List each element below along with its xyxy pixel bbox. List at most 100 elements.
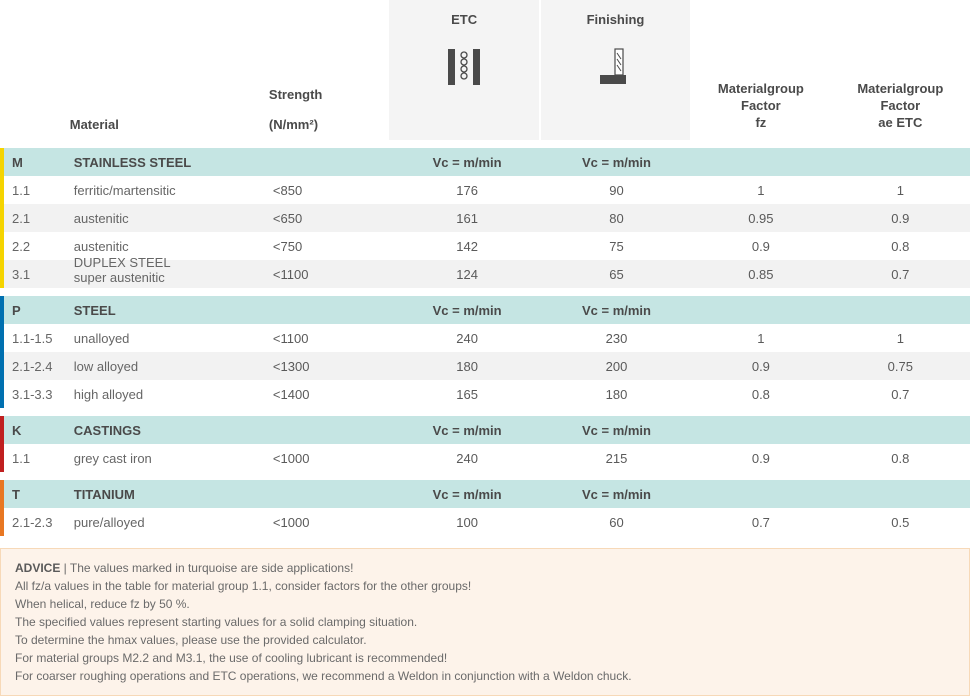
section-title: CASTINGS <box>74 423 273 438</box>
row-material: high alloyed <box>74 387 273 402</box>
row-fin: 230 <box>542 331 691 346</box>
advice-line: When helical, reduce fz by 50 %. <box>15 597 190 611</box>
row-strength: <1400 <box>273 387 393 402</box>
section-header: TTITANIUM Vc = m/minVc = m/min <box>0 480 970 508</box>
row-fin: 75 <box>542 239 691 254</box>
row-ae: 0.8 <box>831 451 970 466</box>
section-T: TTITANIUM Vc = m/minVc = m/min 2.1-2.3pure… <box>0 480 970 536</box>
section-code: T <box>4 487 74 502</box>
section-M: MSTAINLESS STEELVc = m/minVc = m/min1.1f… <box>0 148 970 288</box>
table-header: Material Strength (N/mm²) ETC Finishing <box>0 0 970 140</box>
row-strength: <1000 <box>273 451 393 466</box>
vc-label: Vc = m/min <box>542 487 691 502</box>
row-material: unalloyed <box>74 331 273 346</box>
finishing-icon <box>598 47 632 87</box>
row-material: austenitic <box>74 211 273 226</box>
etc-icon <box>447 47 481 87</box>
row-fz: 0.9 <box>691 359 830 374</box>
section-code: P <box>4 303 74 318</box>
row-etc: 176 <box>392 183 541 198</box>
section-title: STAINLESS STEEL <box>74 155 273 170</box>
row-fz: 0.8 <box>691 387 830 402</box>
table-row: 1.1-1.5unalloyed<110024023011 <box>0 324 970 352</box>
row-strength: <750 <box>273 239 393 254</box>
header-etc: ETC <box>451 12 477 27</box>
advice-line: To determine the hmax values, please use… <box>15 633 367 647</box>
row-ae: 0.7 <box>831 387 970 402</box>
row-strength: <1100 <box>273 331 393 346</box>
row-fz: 0.9 <box>691 451 830 466</box>
vc-label: Vc = m/min <box>392 487 541 502</box>
row-ae: 0.9 <box>831 211 970 226</box>
row-code: 2.2 <box>4 239 74 254</box>
section-header: PSTEELVc = m/minVc = m/min <box>0 296 970 324</box>
header-factor-ae: Materialgroup Factor ae ETC <box>831 81 970 132</box>
header-material: Material <box>70 117 269 132</box>
advice-box: ADVICE | The values marked in turquoise … <box>0 548 970 696</box>
row-code: 2.1 <box>4 211 74 226</box>
row-etc: 180 <box>392 359 541 374</box>
row-etc: 240 <box>392 331 541 346</box>
row-fin: 90 <box>542 183 691 198</box>
row-fz: 0.95 <box>691 211 830 226</box>
row-strength: <650 <box>273 211 393 226</box>
advice-line: All fz/a values in the table for materia… <box>15 579 471 593</box>
advice-line: For coarser roughing operations and ETC … <box>15 669 632 683</box>
table-row: 2.1-2.3pure/alloyed<1000100600.70.5 <box>0 508 970 536</box>
row-code: 2.1-2.3 <box>4 515 74 530</box>
row-fin: 215 <box>542 451 691 466</box>
section-P: PSTEELVc = m/minVc = m/min1.1-1.5unalloy… <box>0 296 970 408</box>
section-header: MSTAINLESS STEELVc = m/minVc = m/min <box>0 148 970 176</box>
row-code: 1.1 <box>4 451 74 466</box>
row-ae: 0.7 <box>831 267 970 282</box>
row-material: pure/alloyed <box>74 515 273 530</box>
row-strength: <850 <box>273 183 393 198</box>
row-fz: 1 <box>691 183 830 198</box>
row-material: low alloyed <box>74 359 273 374</box>
row-ae: 0.5 <box>831 515 970 530</box>
table-row: 2.1austenitic<650161800.950.9 <box>0 204 970 232</box>
advice-line: For material groups M2.2 and M3.1, the u… <box>15 651 447 665</box>
row-etc: 161 <box>392 211 541 226</box>
row-code: 2.1-2.4 <box>4 359 74 374</box>
header-strength: Strength <box>269 87 389 102</box>
vc-label: Vc = m/min <box>392 303 541 318</box>
row-etc: 100 <box>392 515 541 530</box>
row-etc: 165 <box>392 387 541 402</box>
vc-label: Vc = m/min <box>392 423 541 438</box>
header-finishing: Finishing <box>587 12 645 27</box>
row-code: 1.1-1.5 <box>4 331 74 346</box>
cutting-data-table: Material Strength (N/mm²) ETC Finishing <box>0 0 970 536</box>
row-material: DUPLEX STEELsuper austenitic <box>74 255 273 293</box>
section-title: TITANIUM <box>74 487 273 502</box>
header-strength-unit: (N/mm²) <box>269 117 389 132</box>
row-etc: 240 <box>392 451 541 466</box>
row-fz: 1 <box>691 331 830 346</box>
row-ae: 1 <box>831 331 970 346</box>
vc-label: Vc = m/min <box>542 303 691 318</box>
row-code: 1.1 <box>4 183 74 198</box>
row-fin: 200 <box>542 359 691 374</box>
row-fin: 65 <box>542 267 691 282</box>
row-code: 3.1-3.3 <box>4 387 74 402</box>
row-strength: <1100 <box>273 267 393 282</box>
row-material: grey cast iron <box>74 451 273 466</box>
section-K: KCASTINGSVc = m/minVc = m/min1.1grey cas… <box>0 416 970 472</box>
vc-label: Vc = m/min <box>542 155 691 170</box>
table-row: 3.1DUPLEX STEELsuper austenitic<11001246… <box>0 260 970 288</box>
row-fin: 80 <box>542 211 691 226</box>
advice-line: The values marked in turquoise are side … <box>70 561 354 575</box>
row-fz: 0.85 <box>691 267 830 282</box>
row-strength: <1000 <box>273 515 393 530</box>
row-material: ferritic/martensitic <box>74 183 273 198</box>
row-fin: 180 <box>542 387 691 402</box>
row-material: austenitic <box>74 239 273 254</box>
row-ae: 1 <box>831 183 970 198</box>
row-code: 3.1 <box>4 267 74 282</box>
table-row: 1.1grey cast iron<10002402150.90.8 <box>0 444 970 472</box>
section-code: K <box>4 423 74 438</box>
vc-label: Vc = m/min <box>392 155 541 170</box>
row-fz: 0.9 <box>691 239 830 254</box>
table-row: 1.1ferritic/martensitic<8501769011 <box>0 176 970 204</box>
row-strength: <1300 <box>273 359 393 374</box>
